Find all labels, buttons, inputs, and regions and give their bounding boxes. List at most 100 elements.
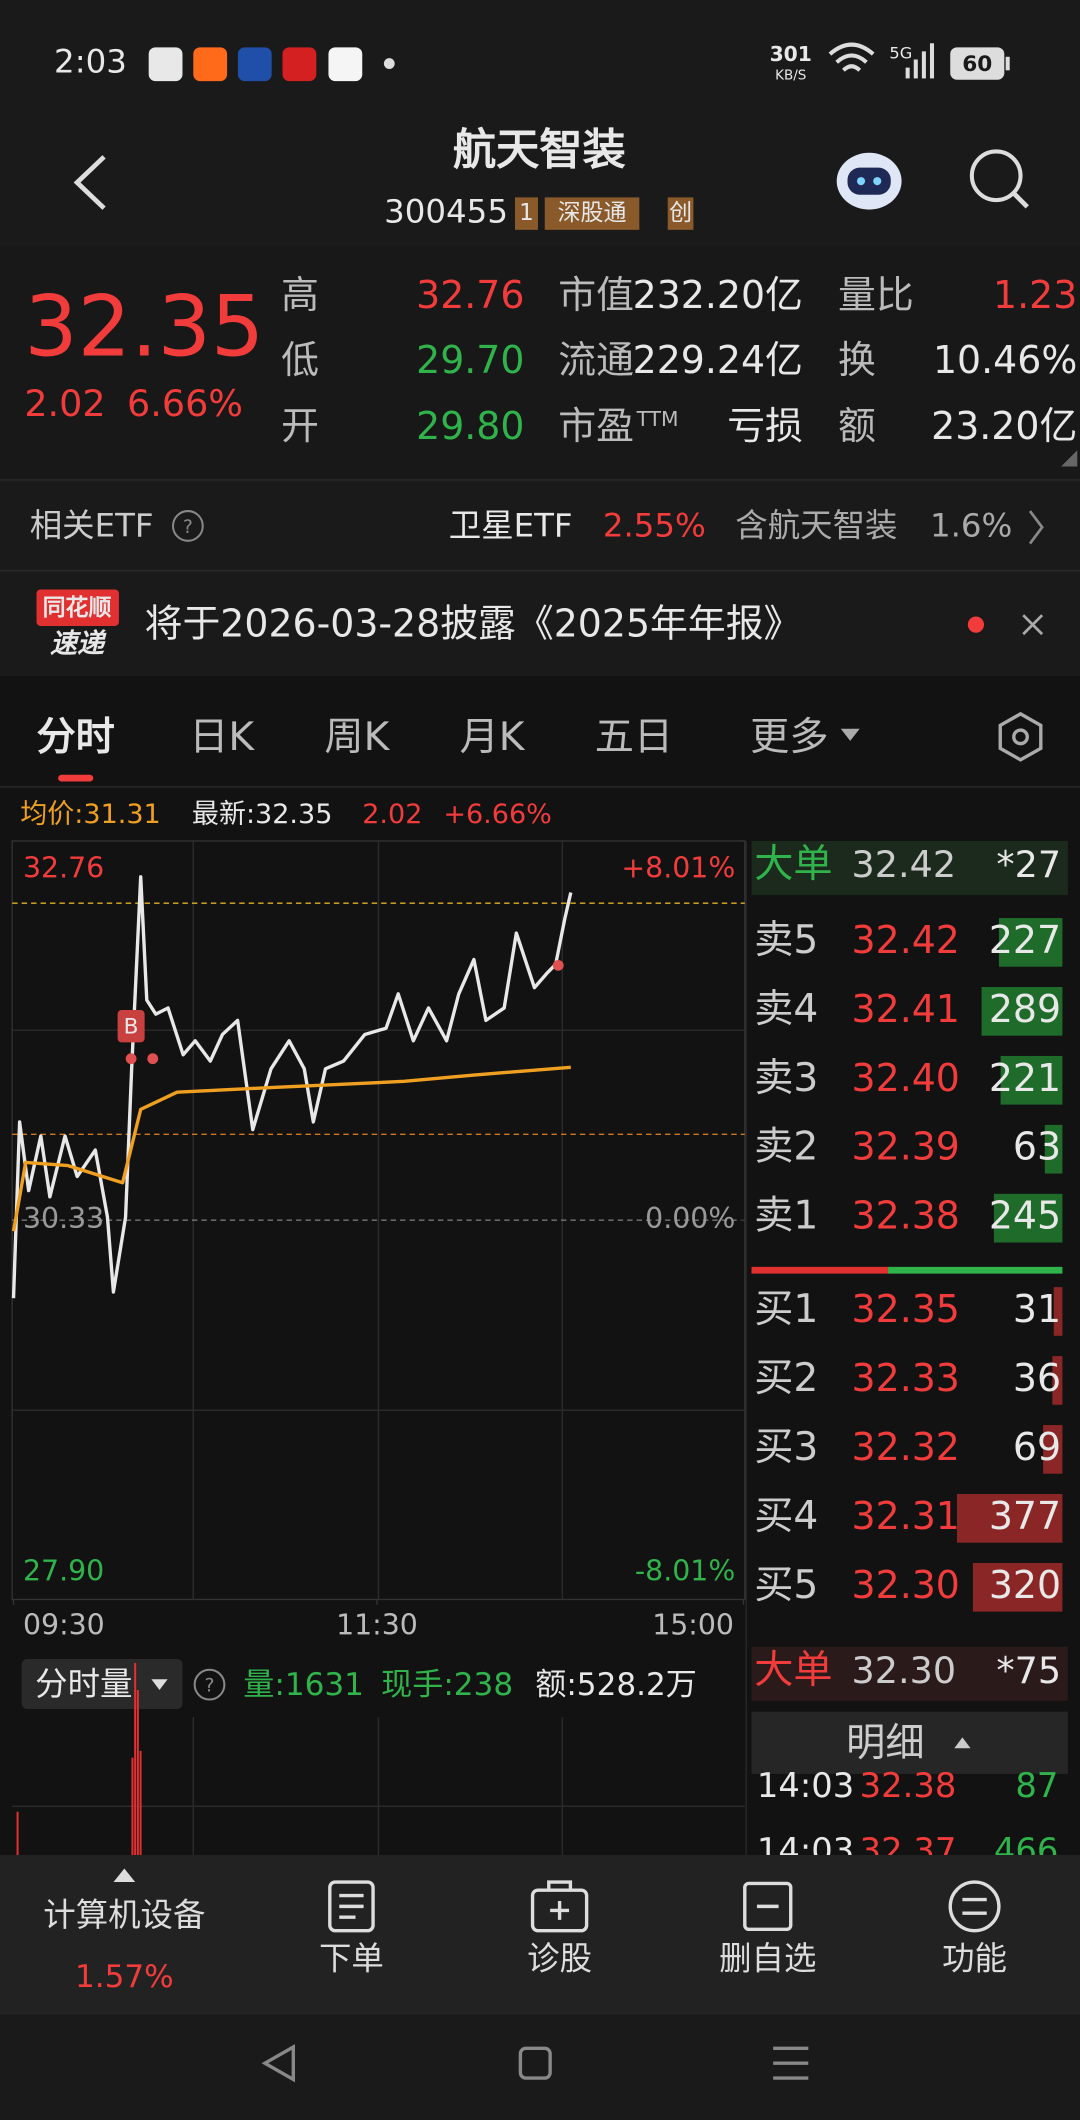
diagnose-icon	[530, 1888, 589, 1933]
badge	[514, 197, 538, 230]
volume-selector-label: 分时量	[35, 1665, 132, 1703]
nav-label[interactable]: 诊股	[527, 1939, 592, 1977]
app-icon	[282, 47, 317, 82]
robot-face	[847, 167, 891, 195]
level-label: 买4	[754, 1494, 818, 1539]
level-price: 32.35	[852, 1287, 960, 1331]
big-order-label: 大单	[754, 842, 832, 887]
detail-volume: 87	[1015, 1766, 1058, 1805]
order-icon	[339, 1893, 364, 1919]
bottom-nav	[0, 1855, 1080, 2015]
detail-time: 14:03	[757, 1766, 854, 1805]
nav-label[interactable]: 删自选	[719, 1939, 816, 1977]
legend-avg: 均价:31.31	[20, 799, 160, 830]
search-button[interactable]	[969, 149, 1029, 209]
level-volume: 36	[1013, 1356, 1061, 1400]
system-recents[interactable]	[773, 2046, 809, 2080]
level-volume: 69	[1013, 1425, 1061, 1469]
level-price: 32.30	[852, 1563, 960, 1607]
etf-weight: 1.6%	[930, 506, 1012, 544]
etf-label: 相关ETF	[30, 506, 154, 544]
badge-label: 深股通	[558, 200, 627, 226]
tab[interactable]: 周K	[324, 715, 390, 760]
notice-text: 将于2026-03-28披露《2025年年报》	[145, 601, 802, 645]
badge	[544, 197, 640, 230]
level-label: 卖2	[754, 1125, 818, 1170]
function-icon	[948, 1880, 1001, 1933]
volume-bar	[1043, 1425, 1063, 1474]
expand-arrow[interactable]	[113, 1868, 136, 1883]
stock-code: 300455	[384, 193, 508, 231]
badge	[667, 197, 694, 230]
stat-label: 高	[281, 273, 319, 317]
tab[interactable]: 月K	[460, 715, 526, 760]
detail-time: 14:03	[757, 1831, 854, 1870]
stat-label: 量比	[838, 273, 914, 317]
etf-name: 卫星ETF	[449, 506, 573, 544]
assistant-button[interactable]	[836, 152, 902, 210]
tab[interactable]: 五日	[595, 715, 673, 760]
system-home[interactable]	[518, 2046, 552, 2080]
tab[interactable]: 日K	[189, 715, 255, 760]
x-tick-label: 15:00	[652, 1609, 734, 1642]
etf-change: 2.55%	[603, 506, 706, 544]
etf-chevron[interactable]	[1028, 510, 1044, 545]
system-back[interactable]	[261, 2044, 296, 2083]
legend-latest: 最新:32.35	[192, 799, 332, 830]
y2-tick-label: -8.01%	[635, 1554, 735, 1587]
back-button[interactable]	[73, 155, 106, 210]
diagnose-icon	[547, 1880, 573, 1920]
volume-bars	[16, 1663, 142, 1855]
level-label: 买1	[754, 1287, 818, 1332]
y-tick-label: 30.33	[23, 1202, 104, 1235]
tab[interactable]: 分时	[36, 715, 114, 760]
stat-label: 额	[838, 404, 876, 448]
robot-eye	[856, 177, 866, 186]
level-price: 32.31	[852, 1494, 960, 1538]
trade-dot	[552, 959, 564, 971]
app-icon	[237, 47, 272, 82]
nav-label[interactable]: 下单	[319, 1939, 384, 1977]
volume-selector[interactable]	[21, 1658, 183, 1709]
battery-cap	[1005, 56, 1010, 71]
stat-label: 市盈	[558, 404, 634, 448]
tab[interactable]: 更多	[750, 715, 828, 760]
etf-holding: 含航天智装	[735, 506, 897, 544]
buy-marker-glyph: B	[124, 1015, 139, 1040]
detail-header[interactable]	[751, 1711, 1068, 1774]
level-price: 32.39	[852, 1125, 960, 1169]
level-volume: 227	[989, 918, 1061, 962]
trade-dot	[125, 1053, 137, 1065]
big-order-bg	[751, 1646, 1068, 1701]
detail-arrow	[954, 1737, 971, 1749]
remove-icon	[743, 1881, 793, 1932]
stat-label-sup: TTM	[636, 407, 679, 431]
level-price: 32.41	[852, 987, 960, 1031]
settings-button[interactable]	[998, 711, 1043, 762]
volume-amount: 额:528.2万	[535, 1667, 697, 1703]
search-icon	[1012, 191, 1029, 209]
level-label: 卖1	[754, 1194, 818, 1239]
app-icon	[193, 47, 228, 82]
help-icon[interactable]	[193, 1668, 226, 1701]
tab-indicator	[58, 774, 94, 782]
nav-label[interactable]: 功能	[942, 1939, 1007, 1977]
brand-badge	[36, 589, 119, 626]
brand-top: 同花顺	[43, 595, 112, 621]
network-type: 5G	[889, 44, 912, 63]
price-change: 2.02	[24, 382, 105, 425]
selector-arrow	[151, 1679, 168, 1691]
nav-icons	[328, 1880, 1001, 1933]
stat-value: 亏损	[727, 404, 803, 448]
help-icon[interactable]	[172, 510, 204, 542]
close-notice[interactable]	[1022, 614, 1044, 636]
y-tick-label: 27.90	[23, 1554, 104, 1587]
y-tick-label: 32.76	[23, 851, 104, 884]
big-order-price: 32.42	[852, 843, 956, 886]
sector-name: 计算机设备	[43, 1896, 205, 1934]
stat-value: 29.80	[416, 404, 524, 448]
status-bar	[148, 42, 1010, 82]
detail-volume: 466	[994, 1831, 1058, 1870]
settings-button-center	[1012, 728, 1029, 746]
